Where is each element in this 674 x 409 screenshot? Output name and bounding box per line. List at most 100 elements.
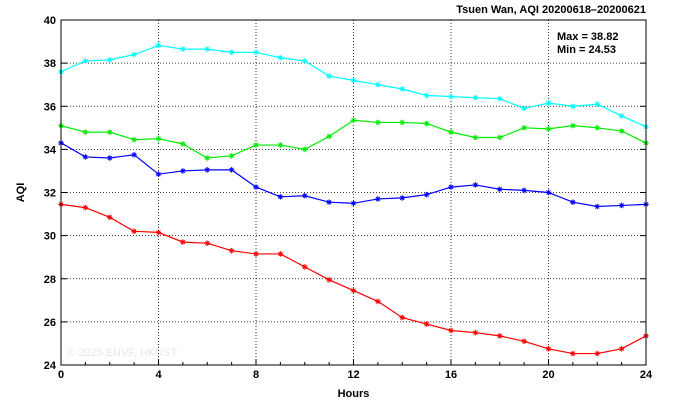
data-point [180, 141, 186, 147]
data-point [228, 153, 235, 159]
data-point [82, 129, 89, 135]
data-point [521, 105, 527, 112]
data-point [350, 200, 357, 207]
data-point [82, 58, 89, 64]
data-point [204, 155, 211, 161]
data-point [155, 171, 162, 177]
data-point [228, 167, 235, 173]
data-point [326, 199, 332, 206]
data-point [228, 247, 235, 254]
data-point [326, 73, 332, 79]
data-point [399, 314, 406, 321]
data-point [277, 54, 284, 61]
data-point [496, 333, 503, 339]
data-point [545, 189, 552, 196]
x-tick-label: 24 [640, 369, 653, 381]
chart-title: Tsuen Wan, AQI 20200618–20200621 [456, 4, 646, 16]
y-tick-label: 28 [44, 274, 56, 286]
data-point [106, 129, 113, 135]
data-point [131, 136, 137, 143]
data-point [180, 239, 186, 245]
series-layer [58, 42, 649, 357]
data-point [155, 229, 162, 236]
data-point [618, 113, 625, 119]
min-readout: Min = 24.53 [557, 44, 616, 56]
data-point [496, 186, 503, 193]
data-point [594, 350, 601, 357]
max-readout: Max = 38.82 [557, 31, 618, 43]
y-tick-label: 40 [44, 15, 56, 27]
data-point [448, 184, 454, 190]
data-point [448, 93, 454, 100]
data-point [204, 167, 211, 173]
data-point [496, 134, 503, 141]
tick-layer: 0 4 8 12 16 20 24 24 26 28 30 32 34 36 38 40 [44, 15, 653, 381]
data-point [375, 196, 381, 202]
data-point [545, 126, 552, 132]
data-point [375, 298, 381, 305]
data-point [594, 203, 601, 210]
data-point [82, 154, 89, 160]
y-tick-label: 34 [44, 144, 57, 156]
data-point [399, 195, 406, 201]
data-point [253, 184, 259, 190]
data-point [131, 151, 137, 158]
x-tick-label: 8 [253, 369, 259, 381]
data-point [180, 46, 186, 52]
data-point [350, 287, 357, 294]
data-point [106, 57, 113, 63]
data-point [253, 49, 259, 56]
data-point [277, 194, 284, 200]
data-point [472, 182, 479, 188]
data-point [521, 338, 527, 345]
data-point [399, 119, 406, 126]
grid-lines [61, 20, 646, 365]
y-tick-label: 30 [44, 231, 56, 243]
data-point [253, 142, 259, 148]
data-point [521, 187, 527, 194]
data-point [423, 120, 430, 127]
data-point [375, 119, 381, 126]
watermark: © 2025 ENVF, HKUST [67, 347, 177, 359]
data-point [228, 49, 235, 56]
data-point [253, 251, 259, 257]
data-point [423, 191, 430, 198]
data-point [423, 92, 430, 99]
data-point [545, 346, 552, 352]
x-tick-label: 4 [155, 369, 162, 381]
data-point [423, 321, 430, 327]
data-point [594, 101, 601, 107]
data-point [106, 214, 113, 221]
x-tick-label: 20 [542, 369, 554, 381]
data-point [399, 86, 406, 92]
data-point [375, 81, 381, 88]
data-point [472, 134, 479, 141]
data-point [326, 277, 332, 283]
data-point [570, 350, 576, 357]
data-point [521, 125, 527, 131]
y-tick-label: 32 [44, 188, 56, 200]
data-point [82, 204, 89, 211]
x-axis-label: Hours [338, 388, 370, 400]
data-point [570, 122, 576, 129]
data-point [301, 146, 308, 153]
data-point [131, 51, 137, 58]
y-axis-label: AQI [15, 183, 27, 203]
data-point [277, 251, 284, 257]
x-tick-label: 12 [347, 369, 359, 381]
data-point [204, 46, 211, 52]
data-point [106, 155, 113, 161]
x-tick-label: 0 [58, 369, 64, 381]
data-point [155, 135, 162, 142]
y-tick-label: 24 [44, 360, 57, 372]
data-point [350, 77, 357, 84]
data-point [350, 117, 357, 124]
y-tick-label: 36 [44, 101, 56, 113]
data-point [155, 42, 162, 49]
data-point [472, 329, 479, 336]
data-point [570, 199, 576, 206]
data-point [301, 264, 308, 270]
data-point [545, 100, 552, 106]
data-point [204, 240, 211, 246]
